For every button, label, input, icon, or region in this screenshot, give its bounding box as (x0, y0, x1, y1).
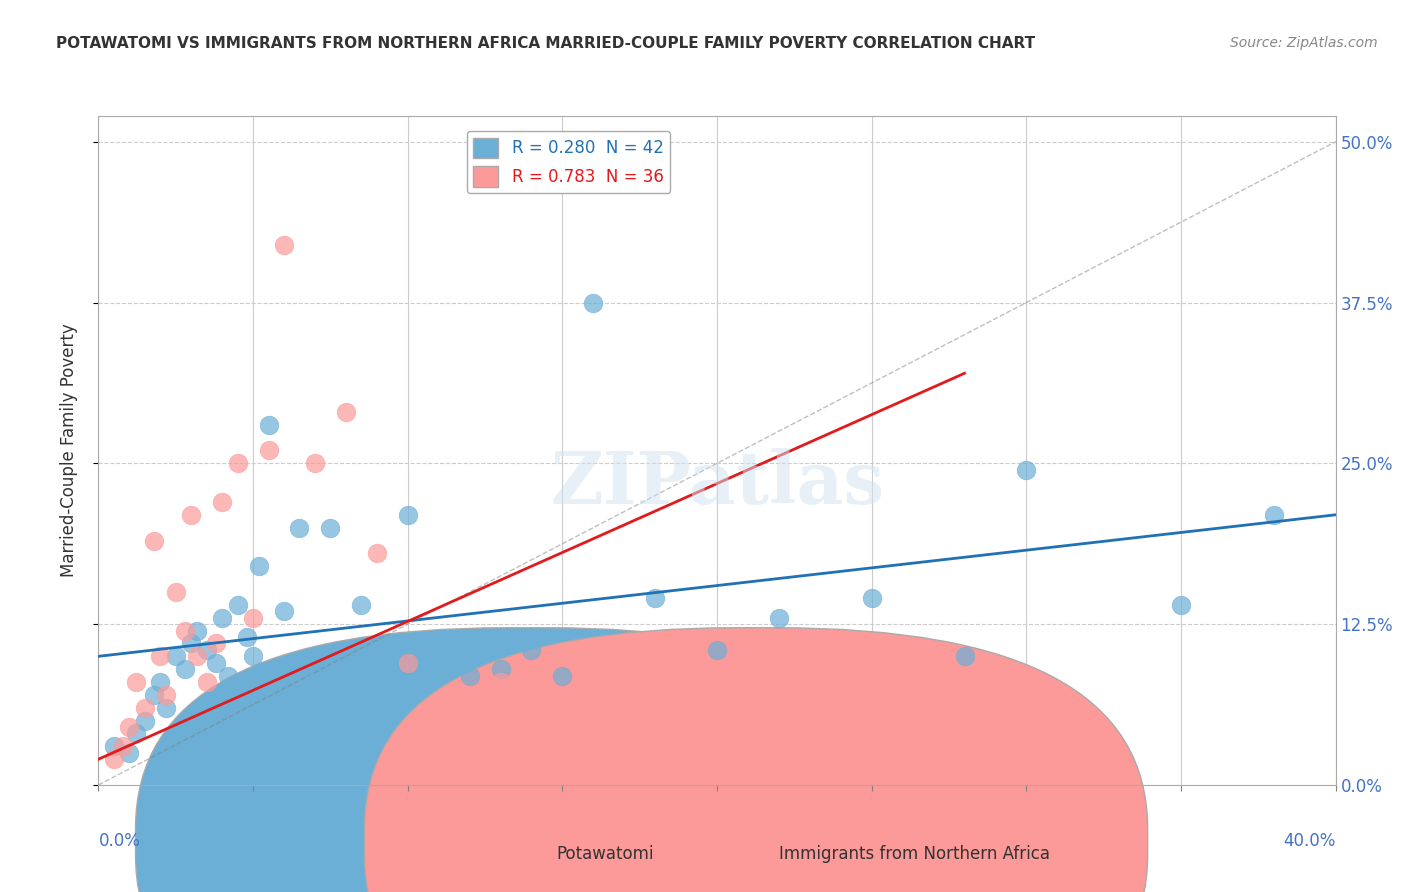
Point (953, 649, 976, 664)
Point (174, 662, 197, 676)
Text: POTAWATOMI VS IMMIGRANTS FROM NORTHERN AFRICA MARRIED-COUPLE FAMILY POVERTY CORR: POTAWATOMI VS IMMIGRANTS FROM NORTHERN A… (56, 36, 1035, 51)
Point (211, 610, 233, 624)
Point (582, 688, 605, 702)
Text: 0.0%: 0.0% (98, 831, 141, 850)
Point (350, 598, 373, 612)
Point (226, 456, 249, 470)
Point (458, 726, 481, 740)
Point (675, 733, 697, 747)
Point (118, 746, 141, 760)
Point (186, 624, 208, 638)
Point (288, 521, 311, 535)
Point (366, 546, 388, 560)
Point (706, 714, 728, 728)
Point (551, 739, 574, 754)
Point (118, 720, 141, 734)
Point (335, 662, 357, 676)
Point (242, 610, 264, 624)
Point (1170, 598, 1192, 612)
Point (180, 636, 202, 650)
Point (257, 417, 280, 432)
Point (551, 668, 574, 682)
Point (124, 726, 146, 740)
Point (195, 675, 218, 690)
Point (236, 630, 259, 644)
Point (706, 643, 728, 657)
Point (304, 456, 326, 470)
Point (165, 585, 187, 599)
Point (304, 675, 326, 690)
Point (1015, 463, 1038, 477)
Point (489, 675, 512, 690)
Text: Source: ZipAtlas.com: Source: ZipAtlas.com (1230, 36, 1378, 50)
Legend: R = 0.280  N = 42, R = 0.783  N = 36: R = 0.280 N = 42, R = 0.783 N = 36 (467, 131, 671, 194)
Text: ZIPatlas: ZIPatlas (550, 449, 884, 519)
Point (155, 700, 177, 714)
Point (226, 598, 249, 612)
Point (149, 675, 172, 690)
FancyBboxPatch shape (135, 628, 918, 892)
Point (427, 746, 450, 760)
Point (195, 643, 218, 657)
Point (582, 295, 605, 310)
Point (768, 726, 790, 740)
Point (273, 237, 295, 252)
Point (644, 700, 666, 714)
Point (396, 656, 419, 670)
Point (211, 495, 233, 509)
Point (520, 643, 543, 657)
Point (335, 405, 357, 419)
Text: 40.0%: 40.0% (1284, 831, 1336, 850)
Point (143, 688, 166, 702)
Point (180, 508, 202, 522)
Point (860, 739, 883, 754)
Point (366, 649, 388, 664)
Point (186, 649, 208, 664)
Point (520, 714, 543, 728)
Point (155, 688, 177, 702)
Point (273, 604, 295, 618)
Point (1263, 508, 1285, 522)
Point (860, 591, 883, 606)
FancyBboxPatch shape (364, 628, 1147, 892)
Point (134, 714, 156, 728)
Point (242, 649, 264, 664)
Point (165, 649, 187, 664)
Point (134, 700, 156, 714)
Point (768, 610, 790, 624)
Text: Immigrants from Northern Africa: Immigrants from Northern Africa (779, 846, 1050, 863)
Point (149, 649, 172, 664)
Point (613, 720, 636, 734)
Text: Potawatomi: Potawatomi (557, 846, 654, 863)
Point (143, 533, 166, 548)
Point (247, 559, 270, 574)
Point (205, 656, 228, 670)
Point (489, 662, 512, 676)
Point (112, 739, 135, 754)
Point (396, 508, 419, 522)
Point (458, 668, 481, 682)
Point (257, 443, 280, 458)
Point (103, 739, 125, 754)
Point (174, 624, 197, 638)
Point (217, 668, 239, 682)
Point (103, 752, 125, 766)
Point (427, 656, 450, 670)
Y-axis label: Married-Couple Family Poverty: Married-Couple Family Poverty (59, 324, 77, 577)
Point (644, 591, 666, 606)
Point (953, 746, 976, 760)
Point (124, 675, 146, 690)
Point (205, 636, 228, 650)
Point (319, 521, 342, 535)
